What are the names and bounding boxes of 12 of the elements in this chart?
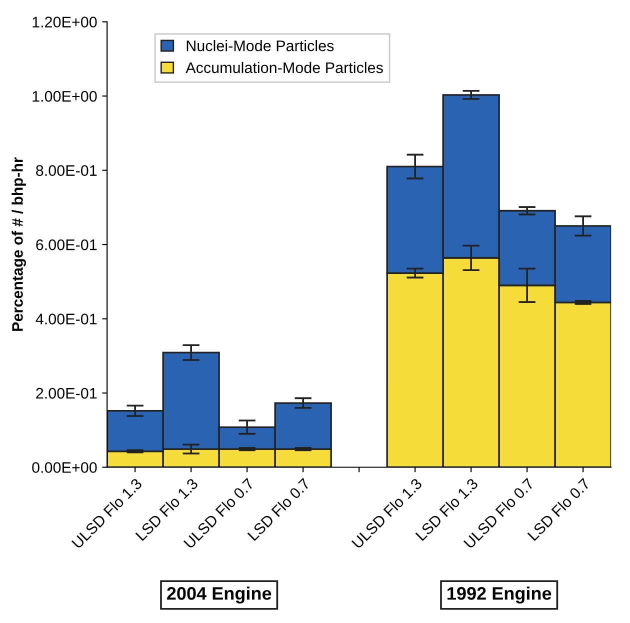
y-tick-label: 0.00E+00	[32, 462, 97, 473]
y-tick-label: 4.00E-01	[36, 314, 97, 324]
text: 2004 Engine	[167, 586, 272, 604]
y-axis-title: Percentage of # / bhp-hr	[12, 157, 26, 331]
legend-label: Nuclei-Mode Particles	[186, 40, 334, 52]
y-tick-label: 1.20E+00	[32, 16, 97, 28]
y-tick-label: 8.00E-01	[36, 165, 97, 176]
text: 1992 Engine	[448, 586, 552, 604]
legend-label: Accumulation-Mode Particles	[186, 62, 383, 74]
y-tick-label: 1.00E+00	[32, 90, 97, 102]
y-tick-label: 6.00E-01	[36, 239, 97, 250]
y-tick-label: 2.00E-01	[36, 388, 97, 399]
